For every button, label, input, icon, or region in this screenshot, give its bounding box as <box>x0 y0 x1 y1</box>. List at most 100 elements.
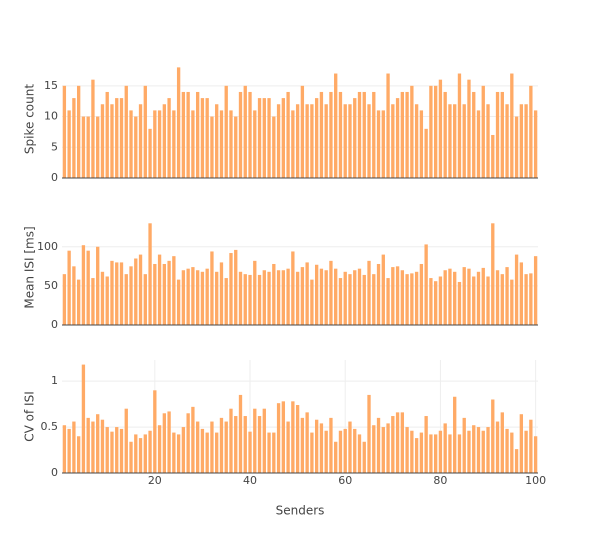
bar <box>310 104 314 178</box>
bar <box>276 270 281 325</box>
bar <box>491 223 495 325</box>
bar <box>248 91 252 178</box>
bar <box>291 110 295 178</box>
bar <box>195 421 200 473</box>
bar <box>181 91 186 178</box>
bar <box>357 434 362 473</box>
bar <box>195 91 200 178</box>
bar <box>481 430 485 473</box>
bar <box>86 417 90 473</box>
bar <box>391 267 395 325</box>
bar <box>500 412 504 473</box>
bar <box>267 271 271 325</box>
bar <box>510 432 514 473</box>
bar <box>305 412 309 473</box>
bar <box>229 110 233 178</box>
bar <box>314 264 319 325</box>
bar <box>353 428 357 473</box>
bar <box>272 263 276 325</box>
bar <box>191 267 195 325</box>
bar <box>96 414 100 473</box>
bar <box>153 263 157 325</box>
bar <box>457 281 462 325</box>
bar <box>500 274 504 325</box>
bar <box>410 85 414 178</box>
bar <box>448 104 452 178</box>
bar <box>481 85 485 178</box>
bar <box>167 98 171 178</box>
bar <box>334 73 338 178</box>
bar <box>472 425 476 473</box>
bar <box>386 278 390 325</box>
bar <box>219 262 224 325</box>
bar <box>324 270 328 325</box>
bar <box>319 423 324 473</box>
bar <box>119 262 124 325</box>
bar <box>472 91 476 178</box>
bar <box>381 254 385 325</box>
bar <box>329 91 333 178</box>
bar <box>91 278 95 325</box>
bar <box>153 390 157 473</box>
y-tick-label: 5 <box>51 140 58 153</box>
bar <box>195 270 200 325</box>
bar <box>486 427 490 473</box>
bar <box>319 91 324 178</box>
bar <box>276 403 281 473</box>
bar <box>229 253 233 325</box>
bar <box>110 104 114 178</box>
bar <box>395 266 400 325</box>
bar <box>367 260 371 325</box>
bar <box>462 267 466 325</box>
bar <box>348 274 352 325</box>
bar <box>453 271 457 325</box>
bar <box>419 110 424 178</box>
bar <box>100 104 105 178</box>
bar <box>105 427 109 473</box>
x-axis-label: Senders <box>276 504 325 518</box>
bar <box>191 110 195 178</box>
bar <box>162 263 167 325</box>
bar <box>386 73 390 178</box>
bar <box>357 91 362 178</box>
bar <box>529 419 533 473</box>
bar <box>329 260 333 325</box>
bar <box>148 430 152 473</box>
bar <box>234 249 238 325</box>
bar <box>157 425 162 473</box>
bar <box>376 417 381 473</box>
bar <box>443 91 447 178</box>
x-tick-label: 60 <box>338 474 352 487</box>
bar <box>424 128 428 178</box>
bar <box>433 434 438 473</box>
bar <box>272 432 276 473</box>
bar <box>253 408 257 473</box>
bar <box>467 79 471 178</box>
bar <box>372 274 376 325</box>
bar <box>391 104 395 178</box>
bar <box>238 394 243 473</box>
bar <box>81 364 86 473</box>
bar <box>205 98 209 178</box>
bar <box>115 262 119 325</box>
bar <box>314 98 319 178</box>
bar <box>533 256 538 325</box>
bar <box>215 271 219 325</box>
y-tick-label: 10 <box>44 110 58 123</box>
bar <box>243 274 247 325</box>
bar <box>343 428 347 473</box>
bar <box>334 268 338 325</box>
bar <box>329 417 333 473</box>
bar <box>438 276 443 325</box>
bar <box>443 423 447 473</box>
bar <box>110 260 114 325</box>
bar <box>62 85 67 178</box>
bar <box>529 85 533 178</box>
bar <box>162 104 167 178</box>
bar <box>353 270 357 325</box>
bar <box>134 434 138 473</box>
bar <box>262 270 266 325</box>
bar <box>291 251 295 325</box>
bar <box>519 104 524 178</box>
y-tick-label: 0 <box>51 466 58 479</box>
